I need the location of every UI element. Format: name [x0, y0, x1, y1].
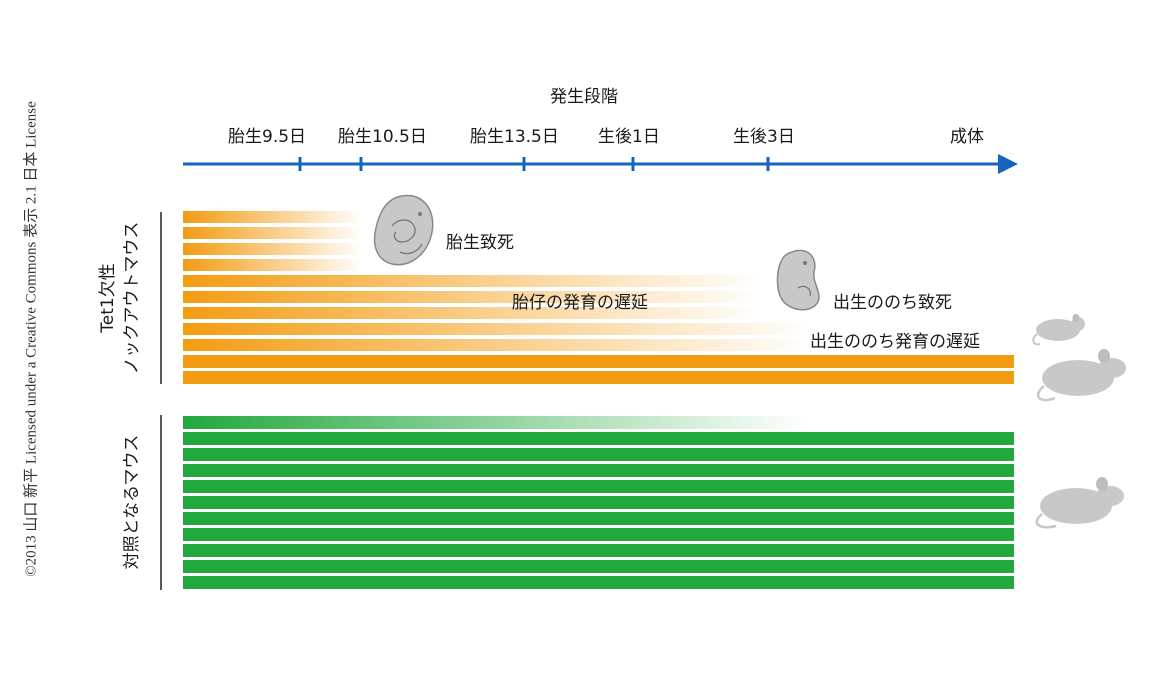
axis-arrowhead [998, 154, 1018, 174]
control-bar [183, 432, 1014, 445]
stage-label-e9-5: 胎生9.5日 [228, 127, 307, 147]
stage-label-p3: 生後3日 [733, 127, 795, 147]
knockout-bar-postnatal-delay [183, 323, 813, 335]
control-label: 対照となるマウス [122, 434, 142, 570]
stage-label-e10-5: 胎生10.5日 [338, 127, 427, 147]
embryo-icon [373, 194, 434, 266]
stage-label-e13-5: 胎生13.5日 [470, 127, 559, 147]
outcome-postnatal-death: 出生ののち致死 [833, 293, 952, 313]
knockout-bar-adult [183, 371, 1014, 384]
control-bar [183, 544, 1014, 557]
control-bar-fading [183, 416, 808, 429]
knockout-bar-embryonic-lethal [183, 211, 363, 223]
knockout-label-line1: Tet1欠性 [98, 263, 118, 333]
control-bar [183, 496, 1014, 509]
control-bars [183, 416, 1014, 589]
knockout-label-line2: ノックアウトマウス [122, 221, 142, 375]
stage-label-adult: 成体 [950, 127, 984, 147]
control-bar [183, 448, 1014, 461]
knockout-bar-postnatal-delay [183, 339, 813, 351]
fetus-icon [776, 249, 820, 311]
knockout-bar-postnatal-death [183, 275, 763, 287]
timeline-axis [183, 154, 1018, 174]
knockout-bar-embryonic-lethal [183, 259, 363, 271]
outcome-fetal-delay: 胎仔の発育の遅延 [512, 293, 648, 313]
stage-label-p1: 生後1日 [598, 127, 660, 147]
small-mouse-icon [1032, 314, 1085, 346]
control-bar [183, 480, 1014, 493]
control-bar [183, 576, 1014, 589]
control-bar [183, 512, 1014, 525]
knockout-adult-mouse-icon [1037, 349, 1126, 402]
knockout-bar-postnatal-death [183, 291, 763, 303]
outcome-postnatal-delay: 出生ののち発育の遅延 [810, 332, 980, 352]
control-adult-mouse-icon [1035, 477, 1124, 529]
control-bar [183, 464, 1014, 477]
timeline-title: 発生段階 [550, 87, 618, 107]
control-bar [183, 560, 1014, 573]
knockout-bars [183, 211, 1014, 384]
outcome-embryonic-lethal: 胎生致死 [446, 233, 514, 253]
control-bar [183, 528, 1014, 541]
knockout-bar-adult [183, 355, 1014, 368]
knockout-bar-embryonic-lethal [183, 243, 363, 255]
knockout-bar-embryonic-lethal [183, 227, 363, 239]
knockout-bar-postnatal-death [183, 307, 763, 319]
